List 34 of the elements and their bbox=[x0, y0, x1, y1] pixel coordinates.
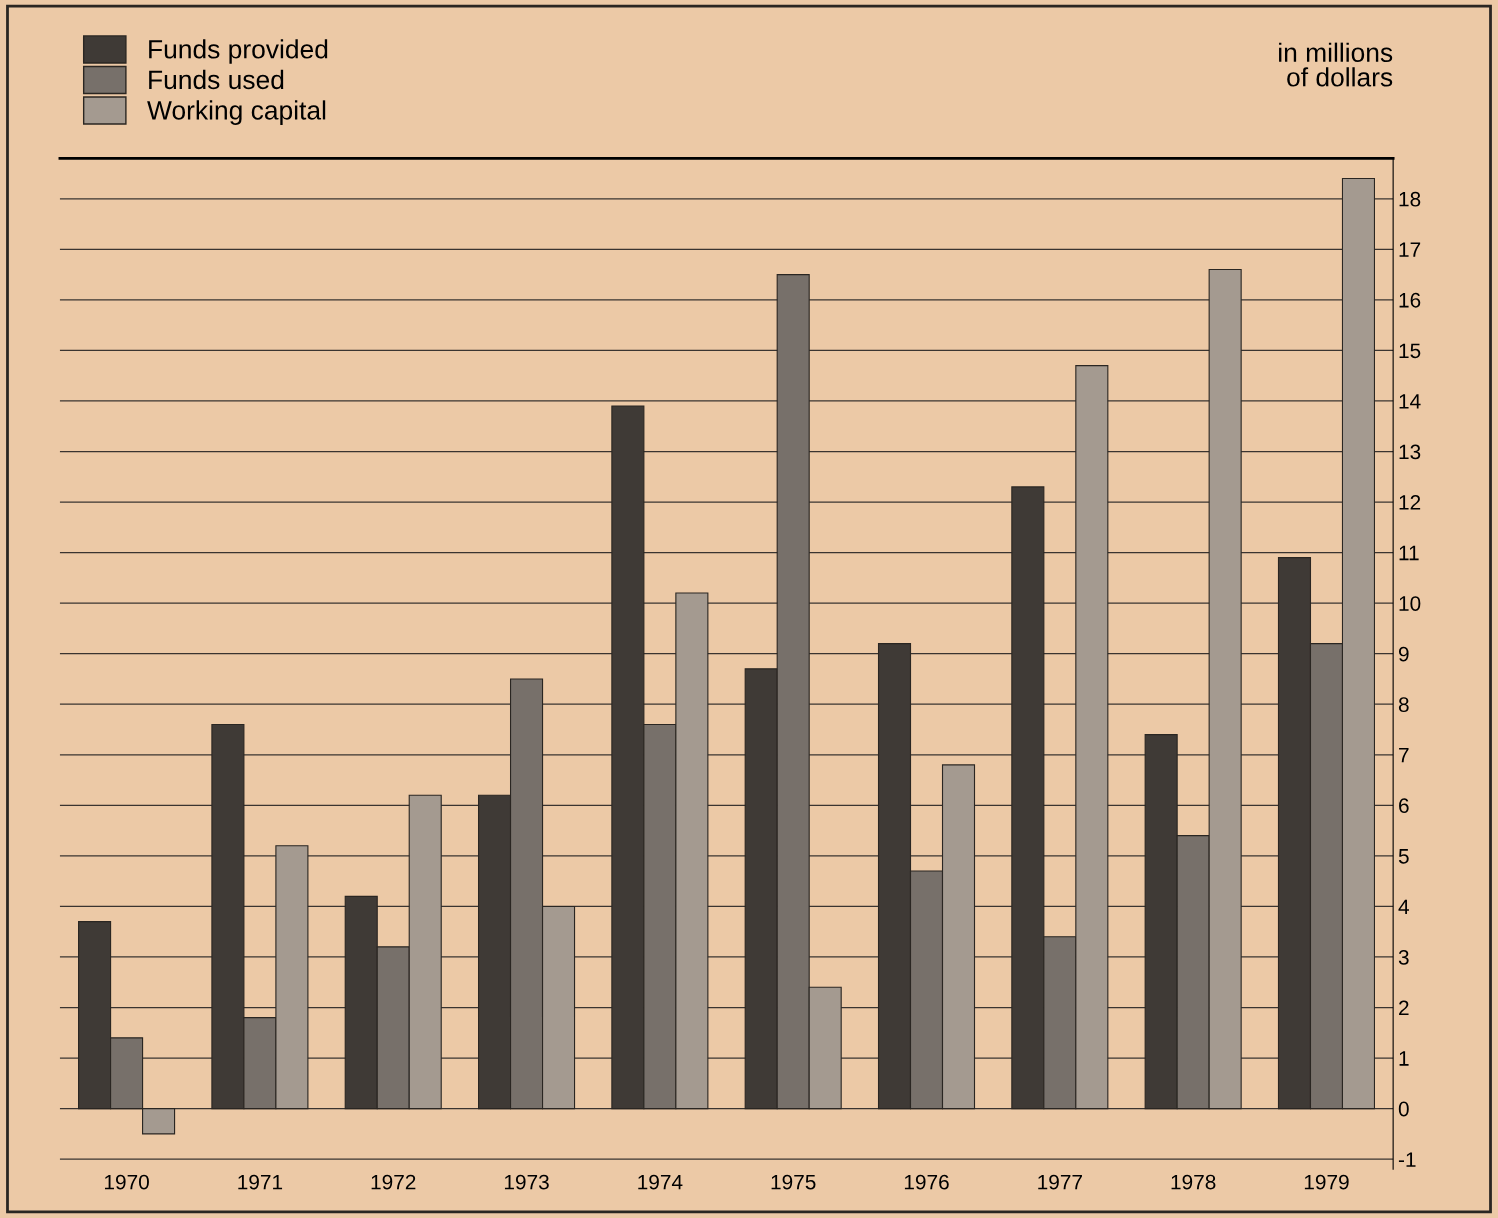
x-tick-label: 1970 bbox=[105, 1174, 149, 1190]
y-tick-label: 11 bbox=[1399, 545, 1419, 561]
y-tick-label: 16 bbox=[1399, 292, 1421, 308]
x-tick-label: 1979 bbox=[1304, 1174, 1349, 1190]
y-tick-label: 15 bbox=[1399, 343, 1421, 359]
y-tick-label: 6 bbox=[1399, 798, 1409, 814]
x-tick-label: 1972 bbox=[371, 1174, 416, 1190]
y-tick-label: 1 bbox=[1399, 1051, 1409, 1066]
y-tick-label: 17 bbox=[1399, 242, 1421, 257]
x-tick-label: 1977 bbox=[1038, 1174, 1082, 1190]
x-tick-label: 1974 bbox=[638, 1174, 683, 1190]
y-tick-label: 8 bbox=[1398, 697, 1409, 712]
y-axis-title: in millions of dollars bbox=[1279, 42, 1393, 87]
y-tick-label: 5 bbox=[1398, 849, 1409, 864]
y-tick-label: 12 bbox=[1399, 495, 1421, 510]
x-tick-label: 1975 bbox=[771, 1174, 816, 1190]
y-tick-label: 4 bbox=[1398, 899, 1409, 914]
y-tick-label: 9 bbox=[1398, 646, 1409, 662]
x-tick-label: 1976 bbox=[904, 1174, 949, 1190]
x-tick-label: 1978 bbox=[1171, 1174, 1216, 1190]
legend-label: Funds provided bbox=[149, 39, 328, 64]
legend-label: Working capital bbox=[147, 100, 326, 125]
y-tick-label: 0 bbox=[1398, 1101, 1409, 1117]
y-tick-label: 3 bbox=[1398, 949, 1409, 965]
y-tick-label: 7 bbox=[1399, 748, 1409, 763]
x-tick-label: 1973 bbox=[504, 1174, 549, 1190]
y-tick-label: 13 bbox=[1399, 444, 1421, 460]
legend-label: Funds used bbox=[149, 69, 284, 90]
x-tick-label: 1971 bbox=[238, 1174, 283, 1190]
y-tick-label: 14 bbox=[1399, 394, 1421, 409]
y-tick-label: 2 bbox=[1399, 1000, 1409, 1016]
y-tick-label: 18 bbox=[1399, 191, 1421, 207]
y-tick-label: 10 bbox=[1399, 596, 1421, 611]
y-tick-label: -1 bbox=[1398, 1152, 1416, 1167]
